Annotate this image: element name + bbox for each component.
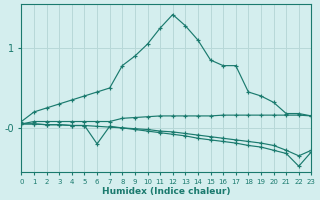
X-axis label: Humidex (Indice chaleur): Humidex (Indice chaleur): [102, 187, 231, 196]
